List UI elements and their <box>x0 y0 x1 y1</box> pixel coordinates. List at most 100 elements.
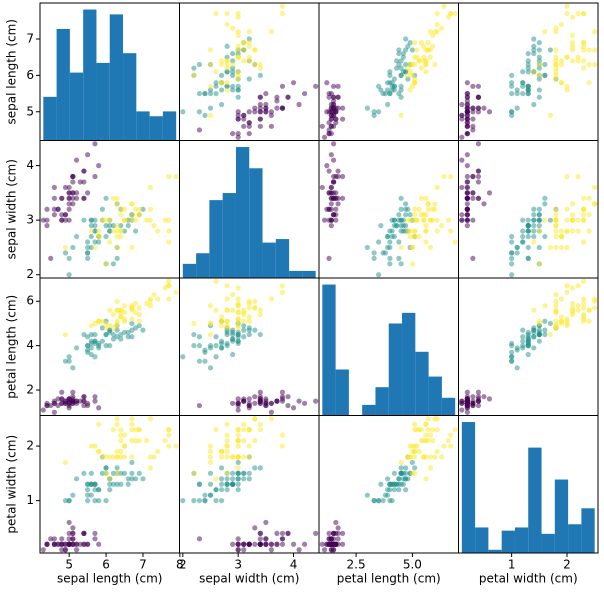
scatter-point <box>235 487 241 493</box>
scatter-point <box>398 261 404 267</box>
scatter-point <box>114 233 120 240</box>
scatter-point <box>224 61 230 68</box>
scatter-point <box>592 305 598 311</box>
x-tick-label: 2.5 <box>347 558 366 572</box>
scatter-point <box>335 94 341 100</box>
scatter-point <box>445 217 452 223</box>
scatter-point <box>218 487 225 493</box>
scatter-point <box>66 396 72 402</box>
scatter-point <box>514 250 520 256</box>
scatter-point <box>328 541 334 547</box>
scatter-point <box>85 244 91 251</box>
scatter-point <box>387 239 393 245</box>
histogram-bar <box>136 111 150 141</box>
scatter-point <box>464 80 470 86</box>
scatter-point <box>85 498 91 504</box>
scatter-point <box>592 29 598 35</box>
scatter-point <box>531 239 537 245</box>
scatter-point <box>418 195 425 201</box>
scatter-point <box>403 47 409 53</box>
scatter-point <box>391 217 397 223</box>
scatter-point <box>268 109 274 115</box>
scatter-point <box>330 157 337 163</box>
scatter-point <box>525 255 531 261</box>
scatter-point <box>569 43 576 49</box>
scatter-point <box>70 396 76 402</box>
scatter-point <box>542 331 548 338</box>
scatter-point <box>464 123 470 129</box>
scatter-point <box>407 212 413 218</box>
scatter-point <box>224 432 230 438</box>
scatter-point <box>330 98 337 104</box>
scatter-point <box>85 334 91 340</box>
scatter-point <box>396 47 402 53</box>
scatter-point <box>213 476 219 482</box>
scatter-point <box>92 398 98 404</box>
scatter-point <box>575 307 581 313</box>
scatter-point <box>118 448 124 455</box>
histogram-bar <box>262 242 276 278</box>
scatter-point <box>107 239 113 245</box>
scatter-point <box>246 43 252 49</box>
scatter-point <box>180 498 186 504</box>
scatter-point <box>96 233 102 240</box>
scatter-point <box>73 157 80 163</box>
scatter-point <box>230 307 236 313</box>
scatter-point <box>569 201 576 207</box>
scatter-point <box>180 109 186 115</box>
scatter-point <box>263 402 269 409</box>
scatter-point <box>531 69 537 75</box>
scatter-point <box>55 396 61 402</box>
scatter-point <box>405 476 411 482</box>
scatter-point <box>114 255 120 261</box>
scatter-point <box>569 47 576 53</box>
x-tick-label: 5 <box>65 558 73 572</box>
scatter-point <box>96 405 102 411</box>
scatter-point <box>85 492 91 498</box>
scatter-point <box>581 43 587 49</box>
scatter-point <box>409 261 415 267</box>
scatter-point <box>129 327 135 333</box>
scatter-point <box>224 54 230 60</box>
scatter-point <box>553 65 559 71</box>
scatter-point <box>470 116 476 122</box>
scatter-point <box>553 29 559 35</box>
scatter-point <box>88 481 94 487</box>
histogram-bar <box>96 62 110 141</box>
scatter-point <box>542 29 548 35</box>
scatter-point <box>459 184 465 191</box>
scatter-point <box>409 47 415 53</box>
scatter-point <box>464 190 470 196</box>
scatter-point <box>475 173 482 180</box>
scatter-point <box>66 255 72 261</box>
scatter-point <box>459 407 465 413</box>
scatter-point <box>509 112 515 119</box>
scatter-point <box>213 498 219 504</box>
scatter-point <box>62 547 69 553</box>
y-axis-title: sepal width (cm) <box>5 159 19 259</box>
scatter-point <box>92 530 98 536</box>
scatter-point <box>396 476 402 482</box>
histogram-bar <box>581 508 595 553</box>
scatter-point <box>207 492 214 498</box>
scatter-point <box>302 400 308 406</box>
scatter-point <box>414 427 420 433</box>
scatter-point <box>427 454 434 460</box>
x-tick-label: 3 <box>234 558 242 572</box>
scatter-point <box>110 261 117 267</box>
scatter-point <box>569 217 576 223</box>
cell-frame <box>458 415 599 554</box>
scatter-point <box>129 320 135 327</box>
histogram-bar <box>514 527 529 553</box>
scatter-point <box>536 318 542 324</box>
scatter-point <box>235 437 241 444</box>
scatter-point <box>525 83 531 89</box>
scatter-point <box>114 298 120 304</box>
scatter-point <box>412 212 418 218</box>
scatter-point <box>536 40 542 46</box>
scatter-point <box>514 90 520 97</box>
scatter-point <box>241 327 247 333</box>
histogram-bar <box>488 549 502 553</box>
scatter-point <box>73 190 80 196</box>
y-tick-label: 5 <box>26 104 34 118</box>
